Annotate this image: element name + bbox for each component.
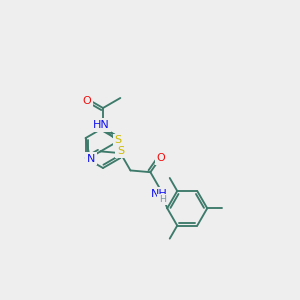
Text: O: O <box>157 153 165 163</box>
Text: HN: HN <box>93 120 110 130</box>
Text: O: O <box>82 95 91 106</box>
Text: S: S <box>114 135 122 146</box>
Text: N: N <box>87 154 95 164</box>
Text: S: S <box>117 146 124 156</box>
Text: H: H <box>159 195 166 204</box>
Text: NH: NH <box>151 188 168 199</box>
